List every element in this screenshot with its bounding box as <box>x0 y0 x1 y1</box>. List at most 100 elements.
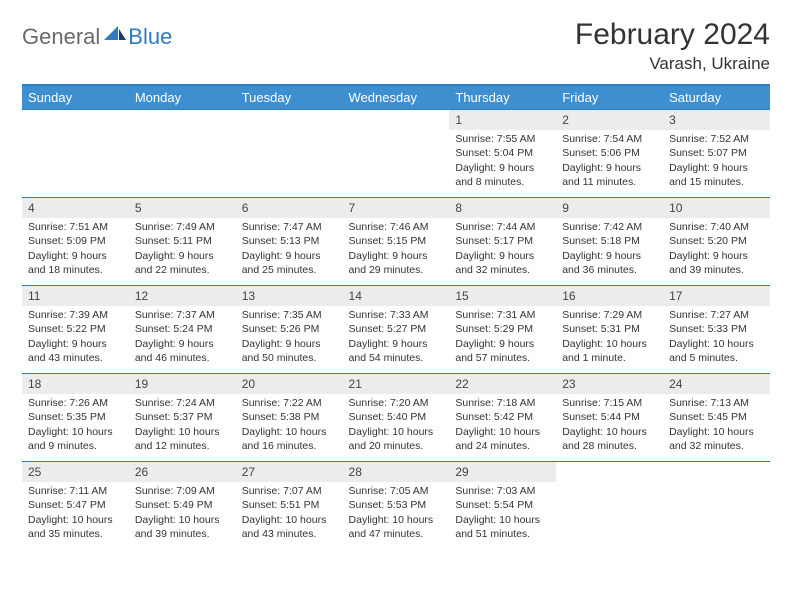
day-body: Sunrise: 7:18 AMSunset: 5:42 PMDaylight:… <box>449 394 556 457</box>
logo-sail-icon <box>104 26 126 42</box>
day-body: Sunrise: 7:44 AMSunset: 5:17 PMDaylight:… <box>449 218 556 281</box>
day-header: Thursday <box>449 86 556 110</box>
sunset-text: Sunset: 5:44 PM <box>562 410 657 424</box>
sunset-text: Sunset: 5:31 PM <box>562 322 657 336</box>
sunrise-text: Sunrise: 7:44 AM <box>455 220 550 234</box>
sunset-text: Sunset: 5:04 PM <box>455 146 550 160</box>
day-number: 15 <box>449 286 556 306</box>
calendar-cell: 7Sunrise: 7:46 AMSunset: 5:15 PMDaylight… <box>343 198 450 286</box>
day-number: 26 <box>129 462 236 482</box>
sunset-text: Sunset: 5:42 PM <box>455 410 550 424</box>
day-number: 23 <box>556 374 663 394</box>
day-body: Sunrise: 7:03 AMSunset: 5:54 PMDaylight:… <box>449 482 556 545</box>
sunrise-text: Sunrise: 7:47 AM <box>242 220 337 234</box>
sunset-text: Sunset: 5:26 PM <box>242 322 337 336</box>
calendar-table: Sunday Monday Tuesday Wednesday Thursday… <box>22 86 770 550</box>
calendar-cell: 17Sunrise: 7:27 AMSunset: 5:33 PMDayligh… <box>663 286 770 374</box>
calendar-cell: 16Sunrise: 7:29 AMSunset: 5:31 PMDayligh… <box>556 286 663 374</box>
day-header: Saturday <box>663 86 770 110</box>
sunset-text: Sunset: 5:33 PM <box>669 322 764 336</box>
title-block: February 2024 Varash, Ukraine <box>575 18 770 74</box>
day-number <box>22 110 129 114</box>
calendar-week-row: 11Sunrise: 7:39 AMSunset: 5:22 PMDayligh… <box>22 286 770 374</box>
daylight-text: Daylight: 10 hours and 1 minute. <box>562 337 657 365</box>
sunset-text: Sunset: 5:29 PM <box>455 322 550 336</box>
calendar-cell: 14Sunrise: 7:33 AMSunset: 5:27 PMDayligh… <box>343 286 450 374</box>
sunset-text: Sunset: 5:54 PM <box>455 498 550 512</box>
day-number: 29 <box>449 462 556 482</box>
daylight-text: Daylight: 9 hours and 8 minutes. <box>455 161 550 189</box>
day-number: 20 <box>236 374 343 394</box>
calendar-cell: 6Sunrise: 7:47 AMSunset: 5:13 PMDaylight… <box>236 198 343 286</box>
sunrise-text: Sunrise: 7:20 AM <box>349 396 444 410</box>
calendar-cell: 23Sunrise: 7:15 AMSunset: 5:44 PMDayligh… <box>556 374 663 462</box>
sunrise-text: Sunrise: 7:11 AM <box>28 484 123 498</box>
sunset-text: Sunset: 5:20 PM <box>669 234 764 248</box>
calendar-cell: 13Sunrise: 7:35 AMSunset: 5:26 PMDayligh… <box>236 286 343 374</box>
day-number: 12 <box>129 286 236 306</box>
calendar-cell: 11Sunrise: 7:39 AMSunset: 5:22 PMDayligh… <box>22 286 129 374</box>
day-number: 14 <box>343 286 450 306</box>
day-number: 5 <box>129 198 236 218</box>
calendar-week-row: 4Sunrise: 7:51 AMSunset: 5:09 PMDaylight… <box>22 198 770 286</box>
day-number <box>129 110 236 114</box>
sunrise-text: Sunrise: 7:55 AM <box>455 132 550 146</box>
day-number: 22 <box>449 374 556 394</box>
daylight-text: Daylight: 10 hours and 9 minutes. <box>28 425 123 453</box>
calendar-cell: 3Sunrise: 7:52 AMSunset: 5:07 PMDaylight… <box>663 110 770 198</box>
day-number: 11 <box>22 286 129 306</box>
sunrise-text: Sunrise: 7:26 AM <box>28 396 123 410</box>
day-number: 6 <box>236 198 343 218</box>
day-number: 13 <box>236 286 343 306</box>
calendar-cell: 26Sunrise: 7:09 AMSunset: 5:49 PMDayligh… <box>129 462 236 550</box>
sunrise-text: Sunrise: 7:40 AM <box>669 220 764 234</box>
day-body: Sunrise: 7:52 AMSunset: 5:07 PMDaylight:… <box>663 130 770 193</box>
day-body: Sunrise: 7:39 AMSunset: 5:22 PMDaylight:… <box>22 306 129 369</box>
calendar-cell: 25Sunrise: 7:11 AMSunset: 5:47 PMDayligh… <box>22 462 129 550</box>
calendar-cell: 1Sunrise: 7:55 AMSunset: 5:04 PMDaylight… <box>449 110 556 198</box>
day-header-row: Sunday Monday Tuesday Wednesday Thursday… <box>22 86 770 110</box>
calendar-cell: 24Sunrise: 7:13 AMSunset: 5:45 PMDayligh… <box>663 374 770 462</box>
calendar-cell: 12 Sunrise: 7:37 AMSunset: 5:24 PMDayligh… <box>129 286 236 374</box>
calendar-cell: 20Sunrise: 7:22 AMSunset: 5:38 PMDayligh… <box>236 374 343 462</box>
day-header: Tuesday <box>236 86 343 110</box>
day-body: Sunrise: 7:13 AMSunset: 5:45 PMDaylight:… <box>663 394 770 457</box>
daylight-text: Daylight: 10 hours and 20 minutes. <box>349 425 444 453</box>
daylight-text: Daylight: 9 hours and 25 minutes. <box>242 249 337 277</box>
calendar-cell: 18Sunrise: 7:26 AMSunset: 5:35 PMDayligh… <box>22 374 129 462</box>
daylight-text: Daylight: 9 hours and 57 minutes. <box>455 337 550 365</box>
day-number: 28 <box>343 462 450 482</box>
sunrise-text: Sunrise: 7:37 AM <box>135 308 230 322</box>
calendar-cell <box>22 110 129 198</box>
daylight-text: Daylight: 9 hours and 29 minutes. <box>349 249 444 277</box>
daylight-text: Daylight: 9 hours and 39 minutes. <box>669 249 764 277</box>
calendar-cell <box>663 462 770 550</box>
day-number: 27 <box>236 462 343 482</box>
sunset-text: Sunset: 5:24 PM <box>135 322 230 336</box>
calendar-cell: 19Sunrise: 7:24 AMSunset: 5:37 PMDayligh… <box>129 374 236 462</box>
sunset-text: Sunset: 5:49 PM <box>135 498 230 512</box>
daylight-text: Daylight: 10 hours and 24 minutes. <box>455 425 550 453</box>
calendar-cell: 5Sunrise: 7:49 AMSunset: 5:11 PMDaylight… <box>129 198 236 286</box>
sunrise-text: Sunrise: 7:35 AM <box>242 308 337 322</box>
day-body: Sunrise: 7:54 AMSunset: 5:06 PMDaylight:… <box>556 130 663 193</box>
sunrise-text: Sunrise: 7:46 AM <box>349 220 444 234</box>
daylight-text: Daylight: 9 hours and 15 minutes. <box>669 161 764 189</box>
sunset-text: Sunset: 5:22 PM <box>28 322 123 336</box>
day-body: Sunrise: 7:07 AMSunset: 5:51 PMDaylight:… <box>236 482 343 545</box>
day-number: 9 <box>556 198 663 218</box>
daylight-text: Daylight: 9 hours and 22 minutes. <box>135 249 230 277</box>
day-number: 8 <box>449 198 556 218</box>
calendar-cell: 29Sunrise: 7:03 AMSunset: 5:54 PMDayligh… <box>449 462 556 550</box>
calendar-cell: 9Sunrise: 7:42 AMSunset: 5:18 PMDaylight… <box>556 198 663 286</box>
calendar-wrap: Sunday Monday Tuesday Wednesday Thursday… <box>22 84 770 550</box>
day-number: 19 <box>129 374 236 394</box>
calendar-cell <box>236 110 343 198</box>
calendar-cell: 10Sunrise: 7:40 AMSunset: 5:20 PMDayligh… <box>663 198 770 286</box>
daylight-text: Daylight: 9 hours and 46 minutes. <box>135 337 230 365</box>
sunset-text: Sunset: 5:53 PM <box>349 498 444 512</box>
sunrise-text: Sunrise: 7:07 AM <box>242 484 337 498</box>
day-body: Sunrise: 7:29 AMSunset: 5:31 PMDaylight:… <box>556 306 663 369</box>
day-body: Sunrise: 7:33 AMSunset: 5:27 PMDaylight:… <box>343 306 450 369</box>
sunrise-text: Sunrise: 7:42 AM <box>562 220 657 234</box>
